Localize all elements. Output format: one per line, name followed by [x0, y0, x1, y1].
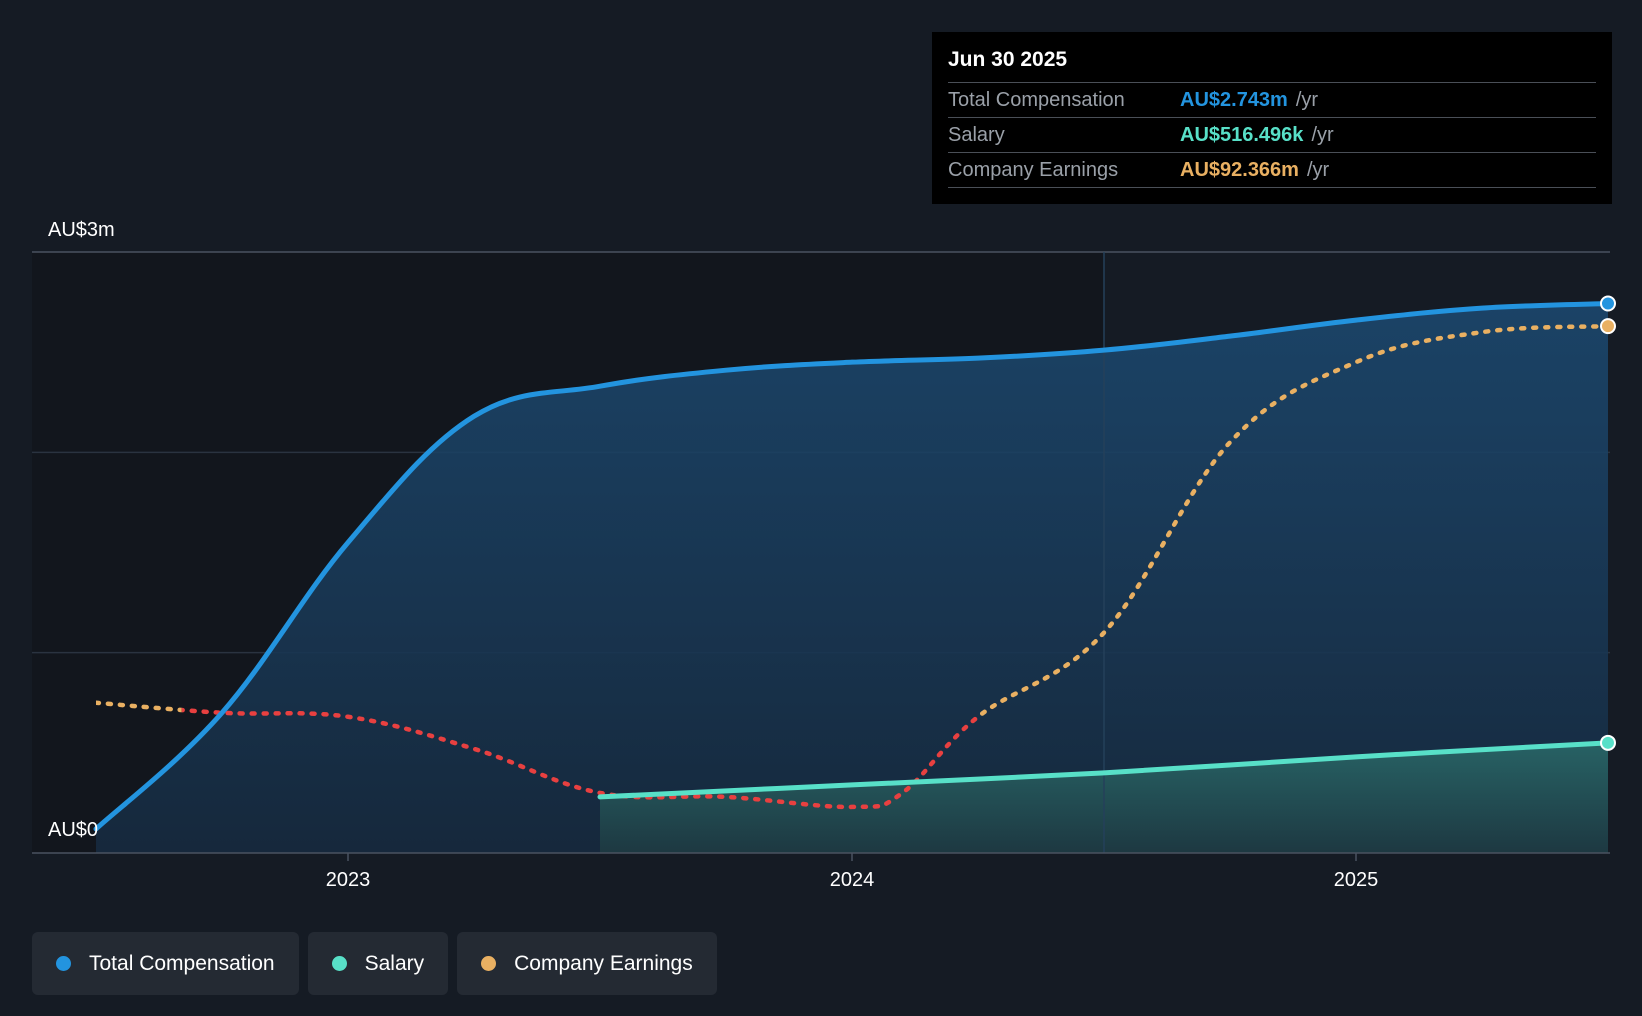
tooltip-row-company-earnings: Company Earnings AU$92.366m /yr: [948, 152, 1596, 188]
legend-item-company-earnings[interactable]: Company Earnings: [457, 932, 717, 995]
tooltip-label: Total Compensation: [948, 88, 1125, 111]
legend-label: Salary: [364, 951, 425, 975]
y-axis-top-label: AU$3m: [48, 219, 115, 241]
tooltip-date: Jun 30 2025: [948, 48, 1068, 71]
legend-label: Company Earnings: [514, 951, 693, 975]
legend-item-salary[interactable]: Salary: [307, 932, 449, 995]
tooltip-unit: /yr: [1311, 123, 1334, 146]
legend-dot-icon: [56, 956, 71, 971]
chart-tooltip: Jun 30 2025 Total Compensation AU$2.743m…: [932, 32, 1612, 204]
x-axis: 2023 2024 2025: [32, 852, 1610, 891]
company-earnings-line-segment: [978, 323, 1608, 720]
tooltip-value: AU$516.496k: [1180, 123, 1304, 146]
tooltip-row-total-compensation: Total Compensation AU$2.743m /yr: [948, 82, 1596, 117]
salary-line: [597, 740, 1611, 800]
tooltip-value: AU$2.743m: [1180, 88, 1288, 111]
total-compensation-end-point: [1600, 295, 1616, 312]
salary-end-point: [1600, 734, 1616, 751]
tooltip-value: AU$92.366m: [1180, 158, 1299, 181]
legend-dot-icon: [331, 956, 347, 971]
legend-item-total-compensation[interactable]: Total Compensation: [32, 932, 299, 995]
company-earnings-end-point: [1600, 318, 1616, 335]
company-earnings-line-segment: [181, 707, 978, 810]
tooltip-label: Company Earnings: [948, 158, 1119, 181]
tooltip-row-salary: Salary AU$516.496k /yr: [948, 117, 1596, 152]
total-compensation-line: [93, 300, 1611, 832]
chart-legend: Total Compensation Salary Company Earnin…: [32, 932, 717, 995]
legend-dot-icon: [481, 956, 497, 971]
tooltip-unit: /yr: [1295, 88, 1319, 111]
y-axis-bottom-label: AU$0: [48, 819, 98, 841]
legend-label: Total Compensation: [89, 951, 275, 975]
series-layer: [93, 252, 1616, 853]
x-tick-label: 2025: [1334, 869, 1379, 891]
x-tick-label: 2023: [326, 869, 371, 891]
x-tick-label: 2024: [830, 869, 875, 891]
tooltip-unit: /yr: [1306, 158, 1330, 181]
tooltip-label: Salary: [948, 123, 1005, 146]
